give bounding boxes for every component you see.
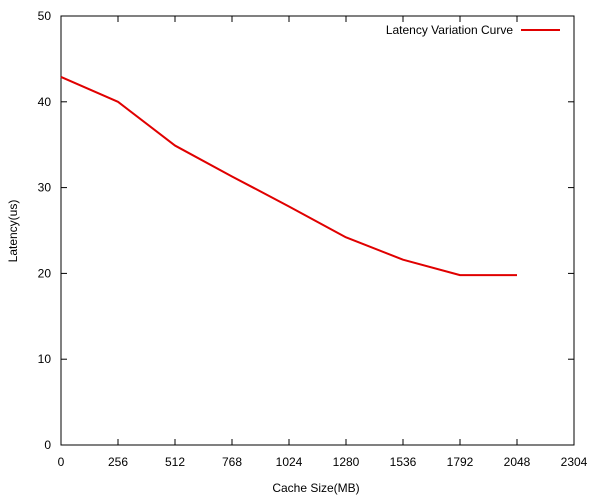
x-tick-label: 512 <box>165 455 185 469</box>
x-tick-label: 2048 <box>504 455 531 469</box>
y-tick-label: 10 <box>38 352 52 366</box>
y-tick-label: 0 <box>44 438 51 452</box>
plot-border <box>60 15 575 446</box>
y-axis-ticks: 0 10 20 30 40 50 <box>38 9 574 452</box>
x-tick-label: 768 <box>222 455 242 469</box>
x-tick-label: 1792 <box>447 455 474 469</box>
series-line-0 <box>60 76 517 277</box>
y-tick-label: 40 <box>38 95 52 109</box>
x-axis-ticks: 0 256 512 768 1024 1280 1536 1792 2048 2304 <box>58 16 588 469</box>
legend: Latency Variation Curve <box>386 23 560 37</box>
x-tick-label: 1536 <box>390 455 417 469</box>
x-tick-label: 0 <box>58 455 65 469</box>
legend-label: Latency Variation Curve <box>386 23 514 37</box>
y-tick-label: 50 <box>38 9 52 23</box>
y-tick-label: 30 <box>38 181 52 195</box>
x-tick-label: 1280 <box>333 455 360 469</box>
y-tick-label: 20 <box>38 266 52 280</box>
series-layer <box>60 76 517 277</box>
x-tick-label: 256 <box>108 455 128 469</box>
x-tick-label: 1024 <box>276 455 303 469</box>
y-axis-label: Latency(us) <box>6 200 20 263</box>
x-tick-label: 2304 <box>561 455 588 469</box>
plot-frame <box>60 15 575 446</box>
x-axis-label: Cache Size(MB) <box>272 481 359 495</box>
